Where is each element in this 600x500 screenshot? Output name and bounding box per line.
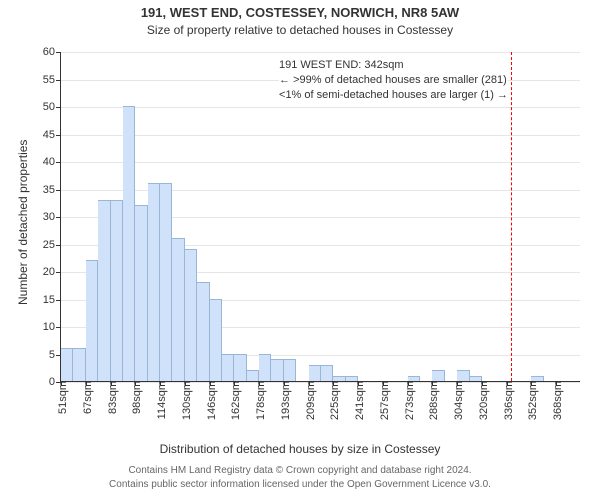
histogram-bar [123, 106, 135, 381]
histogram-bar [61, 348, 73, 381]
x-tick-label: 257sqm [375, 381, 391, 420]
caption-line-2: Contains public sector information licen… [0, 479, 600, 490]
y-tick-label: 15 [43, 294, 61, 306]
x-tick-label: 273sqm [400, 381, 416, 420]
y-tick-label: 40 [43, 156, 61, 168]
x-tick-label: 352sqm [523, 381, 539, 420]
reference-line-marker [511, 52, 512, 381]
y-tick-label: 20 [43, 266, 61, 278]
histogram-bar [135, 205, 147, 381]
gridline [61, 107, 580, 108]
x-tick-label: 225sqm [325, 381, 341, 420]
histogram-bar [160, 183, 172, 381]
x-tick-label: 51sqm [53, 381, 69, 414]
histogram-bar [321, 365, 333, 382]
histogram-bar [259, 354, 271, 382]
caption-line-1: Contains HM Land Registry data © Crown c… [0, 465, 600, 476]
gridline [61, 190, 580, 191]
x-tick-label: 368sqm [548, 381, 564, 420]
gridline [61, 162, 580, 163]
histogram-bar [284, 359, 296, 381]
histogram-bar [185, 249, 197, 381]
x-tick-label: 320sqm [474, 381, 490, 420]
histogram-bar [309, 365, 321, 382]
histogram-bar [73, 348, 85, 381]
gridline [61, 135, 580, 136]
x-tick-label: 67sqm [78, 381, 94, 414]
y-tick-label: 50 [43, 101, 61, 113]
y-tick-label: 60 [43, 46, 61, 58]
y-tick-label: 45 [43, 129, 61, 141]
x-tick-label: 162sqm [226, 381, 242, 420]
x-tick-label: 130sqm [177, 381, 193, 420]
y-tick-label: 25 [43, 239, 61, 251]
y-tick-label: 30 [43, 211, 61, 223]
histogram-bar [210, 299, 222, 382]
figure-subtitle: Size of property relative to detached ho… [0, 23, 600, 37]
x-tick-label: 336sqm [499, 381, 515, 420]
x-tick-label: 98sqm [127, 381, 143, 414]
x-tick-label: 304sqm [449, 381, 465, 420]
histogram-bar [247, 370, 259, 381]
histogram-bar [271, 359, 283, 381]
annotation-box: 191 WEST END: 342sqm ← >99% of detached … [279, 58, 508, 103]
y-tick-label: 35 [43, 184, 61, 196]
annotation-line-2: ← >99% of detached houses are smaller (2… [279, 73, 508, 88]
histogram-bar [222, 354, 234, 382]
histogram-bar [148, 183, 160, 381]
histogram-bar [86, 260, 98, 381]
annotation-line-3: <1% of semi-detached houses are larger (… [279, 88, 508, 103]
histogram-bar [111, 200, 123, 382]
property-size-histogram-figure: 191, WEST END, COSTESSEY, NORWICH, NR8 5… [0, 0, 600, 500]
y-tick-label: 5 [49, 349, 61, 361]
x-tick-label: 209sqm [301, 381, 317, 420]
y-tick-label: 10 [43, 321, 61, 333]
x-tick-label: 146sqm [202, 381, 218, 420]
histogram-bar [457, 370, 469, 381]
x-axis-label: Distribution of detached houses by size … [0, 442, 600, 456]
x-tick-label: 193sqm [276, 381, 292, 420]
y-axis-label: Number of detached properties [16, 140, 30, 305]
y-tick-label: 55 [43, 74, 61, 86]
gridline [61, 52, 580, 53]
histogram-bar [197, 282, 209, 381]
annotation-line-1: 191 WEST END: 342sqm [279, 58, 508, 73]
x-tick-label: 178sqm [251, 381, 267, 420]
x-tick-label: 241sqm [350, 381, 366, 420]
x-tick-label: 288sqm [424, 381, 440, 420]
plot-area: 051015202530354045505560 51sqm67sqm83sqm… [60, 52, 580, 382]
figure-title: 191, WEST END, COSTESSEY, NORWICH, NR8 5… [0, 5, 600, 20]
x-tick-label: 114sqm [152, 381, 168, 419]
x-tick-label: 83sqm [103, 381, 119, 414]
histogram-bar [98, 200, 110, 382]
histogram-bar [432, 370, 444, 381]
histogram-bar [172, 238, 184, 381]
histogram-bar [234, 354, 246, 382]
